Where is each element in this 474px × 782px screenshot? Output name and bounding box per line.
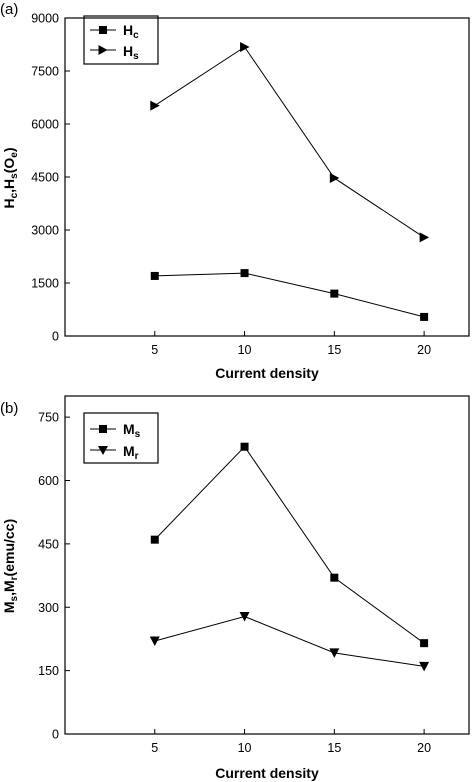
- series-line-mr: [154, 615, 425, 667]
- data-point-hs: [329, 173, 340, 184]
- y-tick-label: 750: [38, 411, 59, 425]
- panel-a-legend-box: [83, 15, 159, 65]
- data-point-mr: [329, 648, 340, 658]
- y-tick-label: 150: [38, 664, 59, 678]
- panel-a-x-axis-title: Current density: [215, 365, 319, 381]
- legend-hc-square-marker: [99, 26, 107, 34]
- x-tick-label: 15: [327, 741, 341, 755]
- panel-b-y-ticks: 0 150 300 450 600 750: [38, 411, 70, 742]
- panel-a-label: (a): [0, 1, 18, 18]
- data-point-ms: [240, 442, 249, 451]
- y-tick-label: 6000: [31, 118, 59, 132]
- data-point-mr: [149, 636, 160, 647]
- data-point-ms: [150, 535, 159, 544]
- panel-b: (b) 0 150 300 450 600 750 5 10 15 20 Current den…: [0, 395, 470, 781]
- data-point-hs: [150, 100, 160, 111]
- panel-a-plot-frame: [64, 17, 470, 337]
- y-tick-label: 0: [52, 728, 59, 742]
- panel-a-series: [150, 41, 430, 321]
- y-tick-label: 300: [38, 601, 59, 615]
- panel-b-plot-frame: [64, 395, 470, 735]
- panel-b-y-axis-title: Ms,Mr(emu/cc): [1, 519, 20, 613]
- legend-ms-square-marker: [99, 425, 107, 433]
- x-tick-label: 10: [238, 741, 252, 755]
- x-tick-label: 20: [417, 741, 431, 755]
- legend-mr-triangle-marker: [98, 446, 108, 455]
- y-tick-label: 7500: [31, 65, 59, 79]
- legend-mr-label: Mr: [123, 443, 139, 462]
- legend-ms-label: Ms: [123, 421, 141, 440]
- series-line-ms: [154, 445, 425, 644]
- data-point-mr: [419, 661, 430, 672]
- data-point-hc: [330, 289, 339, 298]
- legend-hs-label: Hs: [123, 43, 139, 62]
- panel-a-x-ticks: 5 10 15 20: [151, 331, 431, 357]
- y-tick-label: 1500: [31, 277, 59, 291]
- data-point-ms: [330, 573, 339, 582]
- panel-a-legend: Hc Hs: [83, 15, 159, 65]
- data-point-hc: [150, 271, 159, 280]
- y-tick-label: 450: [38, 537, 59, 551]
- panel-b-legend: Ms Mr: [83, 412, 159, 464]
- panel-b-x-axis-title: Current density: [215, 765, 319, 781]
- panel-b-x-ticks: 5 10 15 20: [151, 729, 431, 755]
- panel-b-label: (b): [0, 400, 18, 417]
- y-tick-label: 600: [38, 474, 59, 488]
- panel-b-legend-box: [83, 412, 159, 464]
- x-tick-label: 20: [417, 343, 431, 357]
- x-tick-label: 5: [151, 741, 158, 755]
- data-point-hc: [420, 312, 429, 321]
- data-point-hc: [240, 269, 249, 278]
- x-tick-label: 10: [238, 343, 252, 357]
- legend-hc-label: Hc: [123, 22, 139, 41]
- data-point-mr: [239, 612, 250, 622]
- panel-a: (a) 0 1500 3000 4500 6000 7500 9000 5 10 15 20 Cu…: [0, 1, 470, 381]
- panel-b-series: [149, 442, 430, 672]
- x-tick-label: 15: [327, 343, 341, 357]
- legend-hs-triangle-marker: [98, 45, 108, 55]
- data-point-hs: [419, 232, 430, 243]
- panel-a-y-ticks: 0 1500 3000 4500 6000 7500 9000: [31, 12, 70, 344]
- y-tick-label: 3000: [31, 224, 59, 238]
- data-point-hs: [240, 41, 250, 52]
- y-tick-label: 9000: [31, 12, 59, 26]
- series-line-hs: [154, 46, 425, 238]
- y-tick-label: 0: [52, 330, 59, 344]
- data-point-ms: [420, 639, 429, 648]
- y-tick-label: 4500: [31, 171, 59, 185]
- panel-a-y-axis-title: Hc,Hs(Oe): [1, 147, 20, 208]
- x-tick-label: 5: [151, 343, 158, 357]
- series-line-hc: [154, 272, 425, 318]
